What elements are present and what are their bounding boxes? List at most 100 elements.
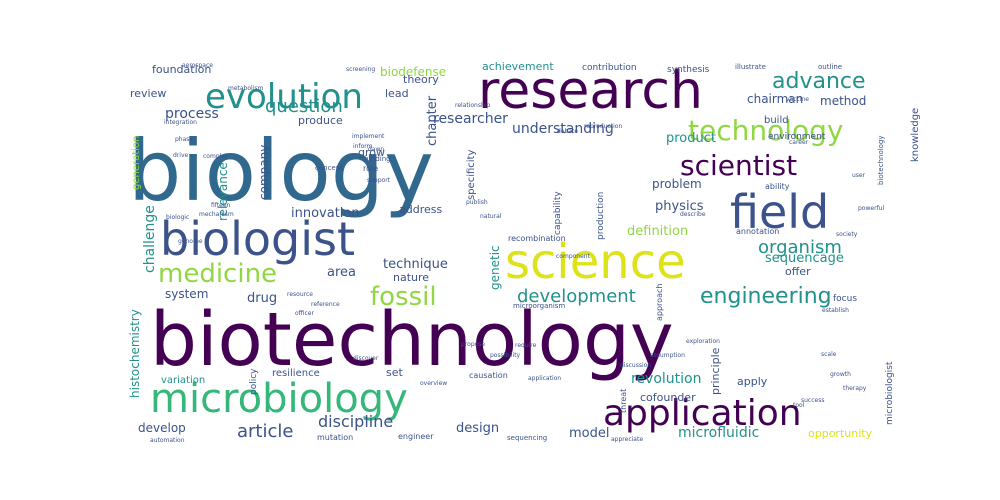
word-cloud-term: company (257, 145, 271, 200)
word-cloud-term: development (517, 286, 636, 307)
word-cloud-term: support (367, 177, 391, 184)
word-cloud-term: reproduction (584, 123, 622, 130)
word-cloud-term: researcher (433, 111, 508, 127)
word-cloud-term: causation (469, 371, 508, 380)
word-cloud-term: organism (758, 237, 842, 258)
word-cloud-term: appreciate (611, 436, 643, 443)
word-cloud-term: variation (161, 375, 205, 386)
word-cloud-term: principle (709, 347, 722, 395)
word-cloud-term: process (165, 106, 219, 122)
word-cloud-term: offer (785, 265, 811, 278)
word-cloud-term: possibility (490, 352, 521, 359)
word-cloud-term: natural (480, 213, 502, 220)
word-cloud-term: inform (353, 143, 373, 150)
word-cloud-term: implement (352, 133, 385, 140)
word-cloud-term: foundation (152, 63, 211, 76)
word-cloud-term: revolution (631, 371, 702, 387)
word-cloud-term: describe (680, 211, 706, 218)
word-cloud-term: application (528, 375, 561, 382)
word-cloud-term: generation (131, 136, 142, 190)
word-cloud-term: produce (298, 114, 343, 127)
word-cloud-term: synthesis (667, 65, 710, 75)
word-cloud-term: histochemistry (128, 309, 142, 398)
word-cloud-term: growth (830, 371, 851, 378)
word-cloud-term: fifteen (211, 202, 231, 209)
word-cloud-term: set (386, 366, 403, 379)
word-cloud-term: biologic (166, 214, 189, 221)
word-cloud-term: cofounder (640, 391, 696, 404)
word-cloud-term: discussion (620, 362, 651, 369)
word-cloud-term: therapy (843, 385, 867, 392)
word-cloud-term: relevance (216, 162, 230, 221)
word-cloud-term: concept (315, 164, 343, 172)
word-cloud-term: science (505, 234, 686, 290)
word-cloud-term: address (399, 203, 442, 216)
word-cloud-term: overview (420, 380, 447, 387)
word-cloud-term: success (801, 397, 824, 404)
word-cloud-term: microfluidic (678, 425, 759, 441)
word-cloud-term: sequencing (507, 434, 547, 442)
word-cloud-term: microbiologist (885, 361, 895, 425)
word-cloud-term: biologist (160, 212, 355, 266)
word-cloud-term: powerful (858, 205, 884, 212)
word-cloud-term: establish (822, 307, 849, 314)
word-cloud-term: develop (138, 421, 186, 435)
word-cloud-term: advance (772, 69, 866, 94)
word-cloud-term: system (165, 287, 208, 301)
word-cloud-term: lead (385, 87, 409, 100)
word-cloud-term: drive (173, 152, 188, 159)
word-cloud-term: illustrate (735, 63, 766, 71)
word-cloud-term: drug (247, 291, 277, 306)
word-cloud-term: scale (821, 351, 837, 358)
word-cloud-term: grow (358, 146, 385, 159)
word-cloud-term: scientist (680, 149, 797, 182)
word-cloud-term: genome (178, 238, 203, 245)
word-cloud-term: mutation (317, 433, 353, 442)
word-cloud-term: assumption (650, 352, 685, 359)
word-cloud-term: phase (175, 136, 193, 143)
word-cloud-term: question (265, 96, 343, 117)
word-cloud-term: propose (461, 341, 485, 348)
word-cloud-term: evolution (205, 77, 363, 117)
word-cloud-term: require (515, 342, 537, 349)
word-cloud-term: biodefense (380, 65, 446, 79)
word-cloud-term: chairman (747, 92, 803, 106)
word-cloud-term: role (363, 164, 378, 173)
word-cloud-term: contribution (582, 63, 637, 73)
word-cloud-term: biotechnology (877, 135, 885, 185)
word-cloud-term: challenge (142, 205, 158, 273)
word-cloud-term: problem (652, 177, 702, 191)
word-cloud-term: achievement (482, 60, 554, 73)
word-cloud-term: tool (793, 402, 805, 409)
word-cloud-term: officer (295, 310, 314, 317)
word-cloud-term: apply (737, 375, 768, 388)
word-cloud-term: specificity (466, 150, 477, 200)
word-cloud-term: vaccine (786, 96, 809, 103)
word-cloud-term: metabolism (228, 85, 264, 92)
word-cloud-term: biotechnology (150, 297, 674, 383)
word-cloud-term: exploration (686, 338, 720, 345)
word-cloud-term: nature (393, 271, 429, 284)
word-cloud-term: engineering (700, 284, 832, 309)
word-cloud-term: definition (627, 224, 688, 239)
word-cloud-term: threat (619, 389, 628, 413)
word-cloud-term: build (764, 115, 789, 126)
word-cloud-term: technology (688, 114, 843, 147)
word-cloud-term: discover (353, 355, 379, 362)
word-cloud-term: resource (287, 291, 313, 298)
word-cloud-term: area (327, 265, 356, 280)
word-cloud-term: policy (249, 368, 259, 395)
word-cloud-term: recombination (508, 234, 566, 243)
word-cloud-term: physics (655, 199, 704, 214)
word-cloud-term: medicine (158, 259, 277, 289)
word-cloud-term: knowledge (910, 108, 921, 162)
word-cloud-term: field (730, 185, 829, 239)
word-cloud-term: reference (311, 301, 340, 308)
word-cloud-term: debate (557, 128, 578, 135)
word-cloud-term: user (852, 172, 866, 179)
word-cloud-term: relationship (455, 102, 490, 109)
word-cloud-term: research (478, 61, 703, 121)
word-cloud-term: model (569, 426, 609, 441)
word-cloud-term: mechanism (199, 211, 234, 218)
